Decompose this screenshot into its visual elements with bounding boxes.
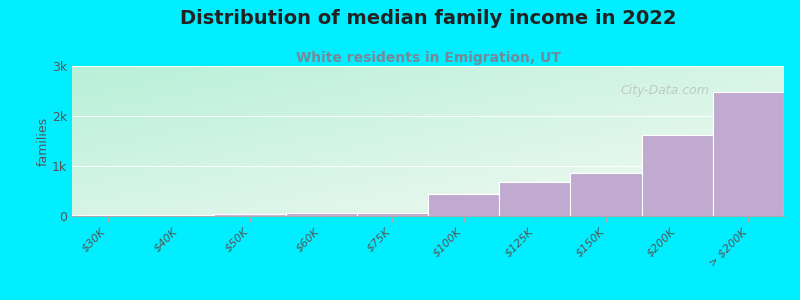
Bar [428, 194, 499, 216]
Text: City-Data.com: City-Data.com [620, 84, 709, 97]
Bar [713, 92, 784, 216]
Bar [214, 214, 286, 216]
Bar [72, 215, 143, 216]
Bar [286, 213, 357, 216]
Y-axis label: families: families [36, 116, 50, 166]
Bar [357, 213, 428, 216]
Bar [143, 214, 214, 216]
Bar [570, 172, 642, 216]
Bar [642, 135, 713, 216]
Text: Distribution of median family income in 2022: Distribution of median family income in … [180, 9, 676, 28]
Text: White residents in Emigration, UT: White residents in Emigration, UT [295, 51, 561, 65]
Bar [499, 182, 570, 216]
